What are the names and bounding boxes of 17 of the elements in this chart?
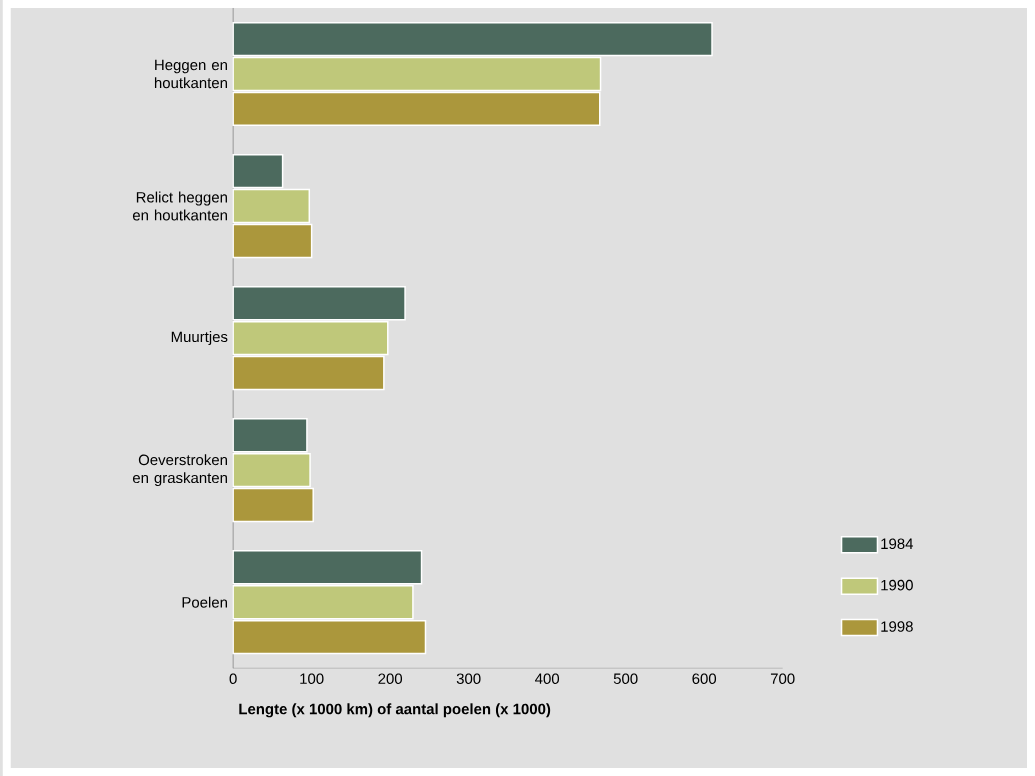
x-tick-label: 200	[378, 673, 403, 685]
x-tick-label: 300	[456, 673, 481, 685]
x-tick-label: 400	[535, 673, 560, 685]
legend-label: 1984	[881, 538, 914, 550]
x-tick-label: 500	[613, 673, 638, 685]
x-tick-label: 100	[300, 673, 324, 685]
y-tick-label: Poelen	[182, 596, 227, 608]
y-tick-label: Heggen en houtkanten	[154, 59, 227, 89]
y-tick-label: Relict heggen en houtkanten	[132, 191, 227, 221]
x-tick-label: 600	[692, 673, 717, 685]
legend-label: 1998	[881, 621, 913, 632]
y-tick-label: Oeverstroken en graskanten	[132, 454, 227, 487]
x-tick-label: 700	[770, 673, 795, 685]
y-tick-label: Muurtjes	[171, 331, 228, 346]
x-tick-label: 0	[229, 673, 237, 685]
legend-label: 1990	[881, 579, 913, 591]
x-axis-title: Lengte (x 1000 km) of aantal poelen (x 1000)	[239, 703, 551, 718]
